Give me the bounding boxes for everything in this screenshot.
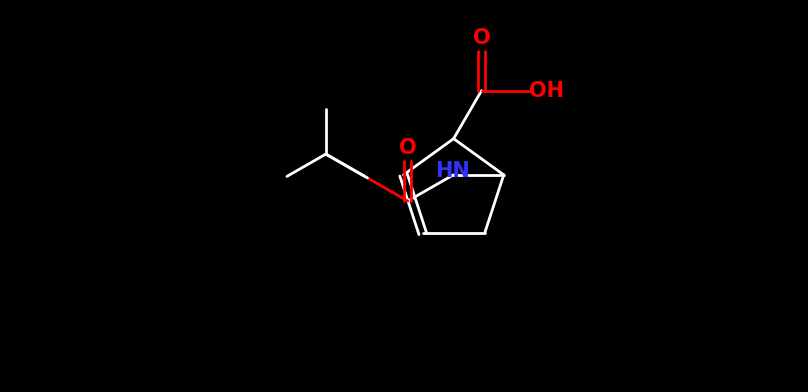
Text: O: O — [399, 138, 417, 158]
Text: O: O — [473, 27, 490, 47]
Text: OH: OH — [529, 81, 564, 101]
Text: HN: HN — [436, 161, 470, 181]
